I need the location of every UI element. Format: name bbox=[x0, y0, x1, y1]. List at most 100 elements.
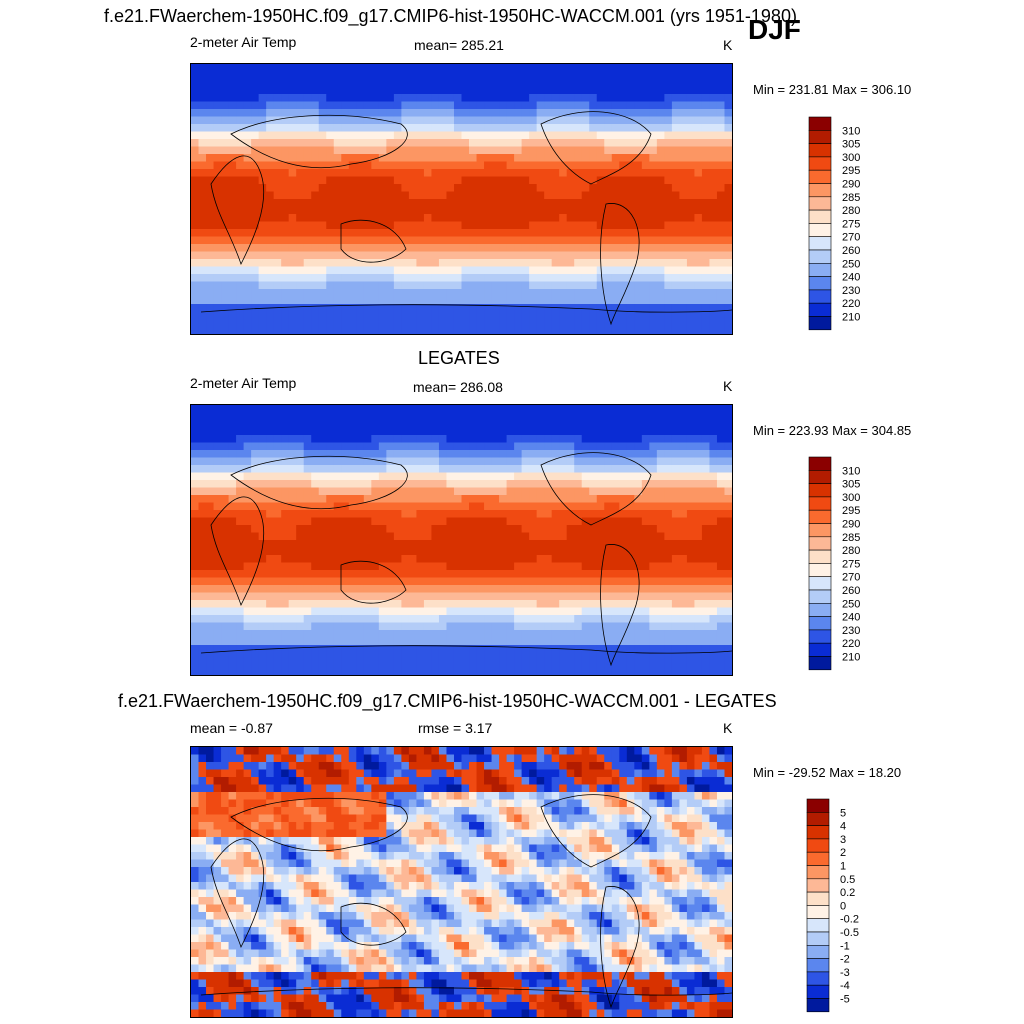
map-cell bbox=[679, 116, 688, 125]
map-cell bbox=[649, 510, 658, 519]
map-cell bbox=[288, 585, 297, 594]
map-cell bbox=[499, 645, 508, 654]
map-cell bbox=[273, 311, 282, 320]
map-cell bbox=[686, 607, 696, 616]
map-cell bbox=[431, 214, 440, 223]
map-cell bbox=[386, 532, 395, 541]
map-cell bbox=[506, 600, 515, 609]
map-cell bbox=[716, 199, 726, 208]
map-cell bbox=[716, 622, 726, 631]
map-cell bbox=[536, 259, 545, 268]
map-cell bbox=[258, 274, 267, 283]
map-cell bbox=[206, 124, 215, 133]
map-cell bbox=[378, 244, 387, 253]
map-cell bbox=[506, 420, 515, 429]
map-cell bbox=[619, 94, 628, 103]
map-cell bbox=[296, 405, 305, 414]
map-cell bbox=[423, 79, 433, 88]
map-cell bbox=[326, 184, 335, 193]
map-cell bbox=[431, 592, 440, 601]
map-cell bbox=[401, 570, 410, 579]
map-cell bbox=[273, 555, 282, 564]
map-cell bbox=[634, 289, 643, 298]
map-cell bbox=[491, 592, 500, 601]
map-cell bbox=[236, 435, 245, 444]
map-cell bbox=[408, 206, 418, 215]
map-cell bbox=[551, 244, 560, 253]
map-cell bbox=[228, 495, 237, 504]
map-cell bbox=[461, 289, 470, 298]
map-cell bbox=[438, 109, 448, 118]
map-cell bbox=[491, 94, 500, 103]
map-cell bbox=[469, 517, 478, 526]
map-cell bbox=[371, 251, 380, 260]
map-cell bbox=[386, 304, 395, 313]
map-cell bbox=[393, 184, 402, 193]
map-cell bbox=[716, 236, 726, 245]
map-cell bbox=[469, 555, 478, 564]
map-cell bbox=[521, 176, 530, 185]
map-cell bbox=[266, 555, 275, 564]
map-cell bbox=[446, 296, 455, 305]
map-cell bbox=[438, 420, 448, 429]
map-cell bbox=[326, 251, 335, 260]
map-cell bbox=[536, 480, 545, 489]
map-cell bbox=[671, 289, 680, 298]
map-cell bbox=[619, 495, 628, 504]
map-cell bbox=[408, 427, 418, 436]
map-cell bbox=[619, 577, 628, 586]
map-cell bbox=[266, 472, 275, 481]
map-cell bbox=[514, 86, 523, 95]
map-cell bbox=[581, 405, 590, 414]
map-cell bbox=[574, 64, 583, 73]
map-cell bbox=[206, 487, 215, 496]
map-cell bbox=[408, 465, 418, 474]
map-cell bbox=[514, 319, 523, 328]
map-cell bbox=[303, 109, 312, 118]
map-cell bbox=[423, 311, 433, 320]
map-cell bbox=[461, 637, 470, 646]
map-cell bbox=[453, 570, 463, 579]
map-cell bbox=[341, 622, 350, 631]
map-cell bbox=[288, 487, 297, 496]
map-cell bbox=[191, 622, 200, 631]
map-cell bbox=[649, 525, 658, 534]
map-cell bbox=[303, 206, 312, 215]
map-cell bbox=[266, 71, 275, 80]
map-cell bbox=[536, 101, 545, 110]
map-cell bbox=[694, 510, 703, 519]
map-cell bbox=[514, 442, 523, 451]
map-cell bbox=[198, 101, 207, 110]
map-cell bbox=[333, 214, 342, 223]
map-cell bbox=[408, 517, 418, 526]
map-cell bbox=[303, 585, 312, 594]
map-cell bbox=[566, 169, 575, 178]
map-cell bbox=[724, 405, 732, 414]
map-cell bbox=[484, 450, 493, 459]
map-cell bbox=[236, 480, 245, 489]
map-cell bbox=[701, 465, 711, 474]
map-cell bbox=[559, 540, 568, 549]
map-cell bbox=[469, 131, 478, 140]
map-cell bbox=[438, 465, 448, 474]
map-cell bbox=[243, 116, 252, 125]
map-cell bbox=[438, 517, 448, 526]
map-cell bbox=[393, 442, 402, 451]
map-cell bbox=[619, 480, 628, 489]
map-cell bbox=[363, 259, 372, 268]
map-cell bbox=[461, 412, 470, 421]
map-cell bbox=[393, 244, 402, 253]
map-cell bbox=[446, 274, 455, 283]
map-cell bbox=[559, 326, 568, 334]
map-cell bbox=[393, 266, 402, 275]
map-cell bbox=[559, 607, 568, 616]
map-cell bbox=[431, 244, 440, 253]
map-cell bbox=[348, 71, 357, 80]
map-cell bbox=[281, 502, 290, 511]
map-cell bbox=[484, 124, 493, 133]
map-cell bbox=[626, 450, 635, 459]
map-cell bbox=[386, 71, 395, 80]
map-cell bbox=[709, 326, 718, 334]
map-cell bbox=[371, 472, 380, 481]
map-cell bbox=[371, 236, 380, 245]
